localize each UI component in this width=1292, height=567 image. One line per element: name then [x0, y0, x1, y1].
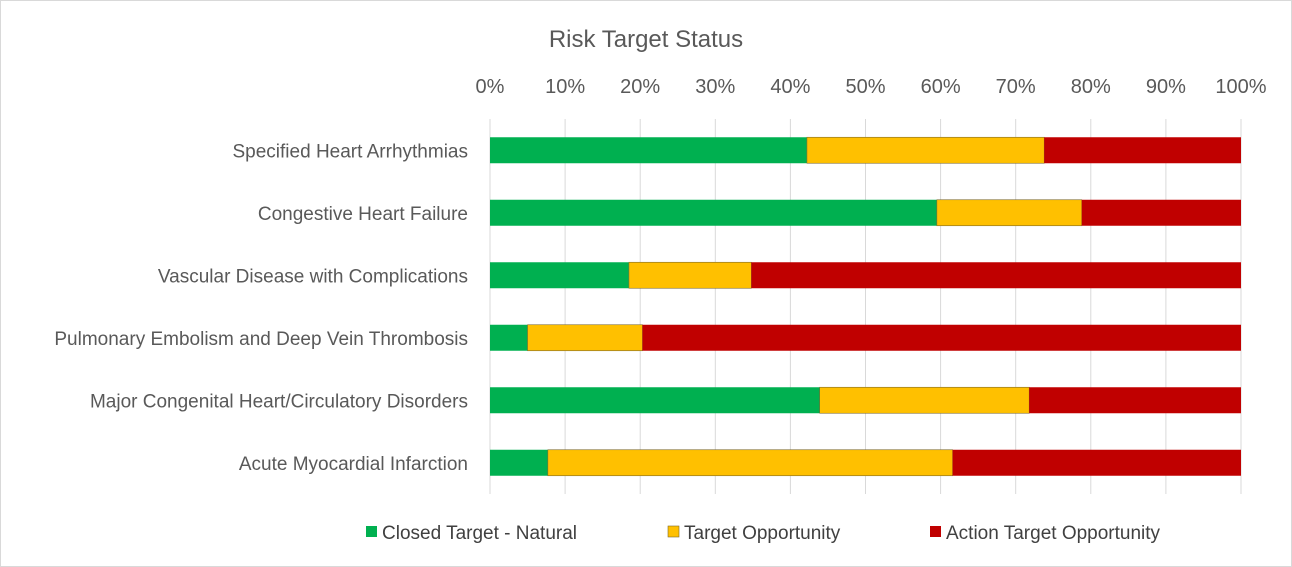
legend: Closed Target - Natural Target Opportunit…	[366, 523, 1161, 544]
bar-segment	[490, 387, 820, 414]
category-label: Acute Myocardial Infarction	[239, 454, 468, 475]
gridlines	[489, 119, 1242, 494]
bar-segment	[1044, 137, 1241, 164]
bar-segment	[819, 386, 1030, 414]
bars	[490, 136, 1241, 477]
bar-segment	[490, 137, 807, 164]
x-tick-label: 20%	[620, 76, 660, 98]
bar-segment	[642, 324, 1241, 351]
x-tick-label: 0%	[476, 76, 505, 98]
bar-segment	[490, 449, 548, 476]
bar-segment	[490, 324, 528, 351]
bar-segment	[1029, 387, 1241, 414]
x-tick-label: 40%	[770, 76, 810, 98]
x-tick-label: 80%	[1071, 76, 1111, 98]
bar-segment	[806, 136, 1045, 164]
bar-segment	[547, 449, 953, 477]
legend-label: Action Target Opportunity	[946, 523, 1161, 544]
x-tick-label: 90%	[1146, 76, 1186, 98]
legend-label: Target Opportunity	[684, 523, 841, 544]
x-tick-label: 100%	[1215, 76, 1266, 98]
bar-segment	[490, 262, 629, 289]
bar-segment	[628, 261, 752, 289]
x-tick-label: 50%	[845, 76, 885, 98]
category-label: Vascular Disease with Complications	[158, 266, 468, 287]
x-tick-label: 30%	[695, 76, 735, 98]
legend-swatch	[667, 525, 680, 538]
legend-label: Closed Target - Natural	[382, 523, 577, 544]
category-labels: Specified Heart Arrhythmias Congestive He…	[54, 141, 468, 475]
x-tick-label: 10%	[545, 76, 585, 98]
bar-segment	[751, 262, 1241, 289]
category-label: Specified Heart Arrhythmias	[233, 141, 469, 162]
bar-segment	[936, 199, 1083, 227]
category-label: Congestive Heart Failure	[258, 204, 468, 225]
category-label: Major Congenital Heart/Circulatory Disor…	[90, 391, 468, 412]
bar-segment	[527, 324, 643, 352]
x-tick-label: 70%	[996, 76, 1036, 98]
bar-segment	[490, 199, 937, 226]
bar-segment	[1081, 199, 1241, 226]
x-axis-ticks: 0% 10% 20% 30% 40% 50% 60% 70% 80% 90% 100%	[476, 76, 1267, 98]
bar-segment	[952, 449, 1241, 476]
x-tick-label: 60%	[921, 76, 961, 98]
chart-title: Risk Target Status	[549, 26, 743, 53]
category-label: Pulmonary Embolism and Deep Vein Thrombo…	[54, 329, 468, 350]
legend-swatch	[366, 526, 377, 537]
legend-swatch	[930, 526, 941, 537]
